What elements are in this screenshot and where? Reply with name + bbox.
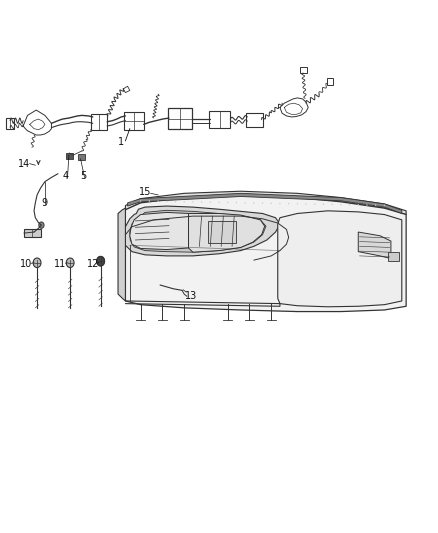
Circle shape <box>166 200 167 202</box>
Bar <box>91 114 107 130</box>
Circle shape <box>244 202 246 204</box>
Circle shape <box>340 204 342 205</box>
Bar <box>209 111 230 127</box>
Polygon shape <box>118 208 125 301</box>
Bar <box>66 153 73 159</box>
Circle shape <box>192 201 194 203</box>
Circle shape <box>97 256 105 266</box>
Bar <box>78 154 85 160</box>
Text: 12: 12 <box>87 259 99 269</box>
Polygon shape <box>127 193 402 214</box>
Bar <box>388 252 399 261</box>
Bar <box>327 78 333 85</box>
Circle shape <box>175 201 176 203</box>
Circle shape <box>314 203 315 205</box>
Bar <box>124 112 144 130</box>
Polygon shape <box>124 206 280 256</box>
Circle shape <box>366 204 367 206</box>
Text: 4: 4 <box>63 172 69 181</box>
Polygon shape <box>278 211 402 307</box>
Circle shape <box>97 256 105 266</box>
Polygon shape <box>130 213 188 249</box>
Text: 14: 14 <box>18 159 30 168</box>
Circle shape <box>236 202 237 204</box>
Text: 9: 9 <box>42 198 48 208</box>
Circle shape <box>184 201 185 203</box>
Circle shape <box>149 200 150 202</box>
Text: 15: 15 <box>139 187 151 197</box>
Circle shape <box>253 202 254 204</box>
Circle shape <box>33 258 41 268</box>
Circle shape <box>297 203 298 205</box>
Text: 10: 10 <box>20 259 32 269</box>
Circle shape <box>349 204 350 206</box>
Circle shape <box>384 205 385 206</box>
Circle shape <box>39 222 44 228</box>
Text: 5: 5 <box>80 172 86 181</box>
Polygon shape <box>358 232 391 259</box>
Bar <box>24 229 41 237</box>
Circle shape <box>201 201 202 203</box>
Text: 13: 13 <box>184 290 197 301</box>
Circle shape <box>210 201 211 203</box>
Circle shape <box>357 204 359 206</box>
Bar <box>168 109 191 128</box>
Circle shape <box>323 204 324 205</box>
Circle shape <box>332 204 333 205</box>
Polygon shape <box>130 211 266 252</box>
Bar <box>6 118 14 128</box>
Text: 1: 1 <box>118 137 124 147</box>
Bar <box>208 221 237 243</box>
Circle shape <box>180 287 187 296</box>
Polygon shape <box>125 191 406 215</box>
Circle shape <box>305 203 307 205</box>
Circle shape <box>262 203 263 204</box>
Polygon shape <box>125 196 406 312</box>
Bar <box>300 67 307 74</box>
Circle shape <box>288 203 289 205</box>
Circle shape <box>140 200 141 201</box>
Circle shape <box>271 203 272 204</box>
Bar <box>246 113 262 126</box>
Text: 11: 11 <box>54 259 66 269</box>
Circle shape <box>227 201 228 203</box>
Circle shape <box>157 200 159 202</box>
Circle shape <box>279 203 281 204</box>
Circle shape <box>131 200 133 201</box>
Circle shape <box>375 205 376 206</box>
Polygon shape <box>188 214 265 252</box>
Circle shape <box>66 258 74 268</box>
